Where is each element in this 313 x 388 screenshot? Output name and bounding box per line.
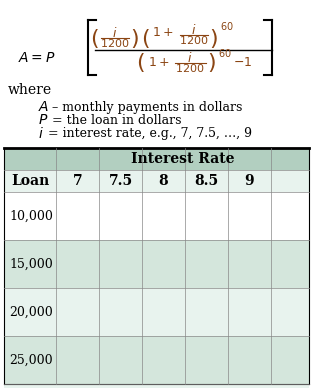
Text: – monthly payments in dollars: – monthly payments in dollars [52, 100, 242, 114]
Text: $1200$: $1200$ [100, 37, 130, 49]
Text: Interest Rate: Interest Rate [131, 152, 234, 166]
Text: $($: $($ [90, 26, 98, 50]
Text: 9: 9 [245, 174, 254, 188]
Text: $i$: $i$ [112, 26, 118, 40]
Bar [4, 148, 56, 170]
Text: $)$: $)$ [130, 26, 138, 50]
Text: 8.5: 8.5 [194, 174, 218, 188]
Text: Loan: Loan [11, 174, 49, 188]
Bar [56, 148, 309, 170]
Bar [4, 240, 309, 288]
Bar [4, 384, 309, 388]
Text: $P$: $P$ [38, 113, 48, 127]
Text: $A = P$: $A = P$ [18, 51, 56, 65]
Text: $1+$: $1+$ [152, 26, 174, 40]
Text: $)$: $)$ [209, 26, 217, 50]
Bar [4, 170, 309, 192]
Text: $-1$: $-1$ [233, 55, 252, 69]
Text: 7.5: 7.5 [108, 174, 133, 188]
Text: 7: 7 [73, 174, 82, 188]
Text: $($: $($ [136, 50, 144, 73]
Text: = the loan in dollars: = the loan in dollars [52, 114, 182, 126]
Text: where: where [8, 83, 52, 97]
Bar [4, 288, 309, 336]
Text: $i$: $i$ [187, 51, 193, 65]
Text: 10,000: 10,000 [9, 210, 53, 222]
Text: $60$: $60$ [218, 47, 232, 59]
Text: 8: 8 [159, 174, 168, 188]
Text: 25,000: 25,000 [9, 353, 53, 367]
Text: 20,000: 20,000 [9, 305, 53, 319]
Text: = interest rate, e.g., 7, 7.5, …, 9: = interest rate, e.g., 7, 7.5, …, 9 [48, 126, 252, 140]
Text: $($: $($ [141, 26, 149, 50]
Text: $1200$: $1200$ [175, 62, 205, 74]
Text: $)$: $)$ [207, 50, 215, 73]
Bar [4, 336, 309, 384]
Text: $1+$: $1+$ [148, 55, 170, 69]
Text: $i$: $i$ [38, 125, 44, 140]
Text: 15,000: 15,000 [9, 258, 53, 270]
Text: $1200$: $1200$ [179, 34, 209, 46]
Text: $60$: $60$ [220, 20, 234, 32]
Text: $A$: $A$ [38, 100, 49, 114]
Text: $i$: $i$ [191, 23, 197, 37]
